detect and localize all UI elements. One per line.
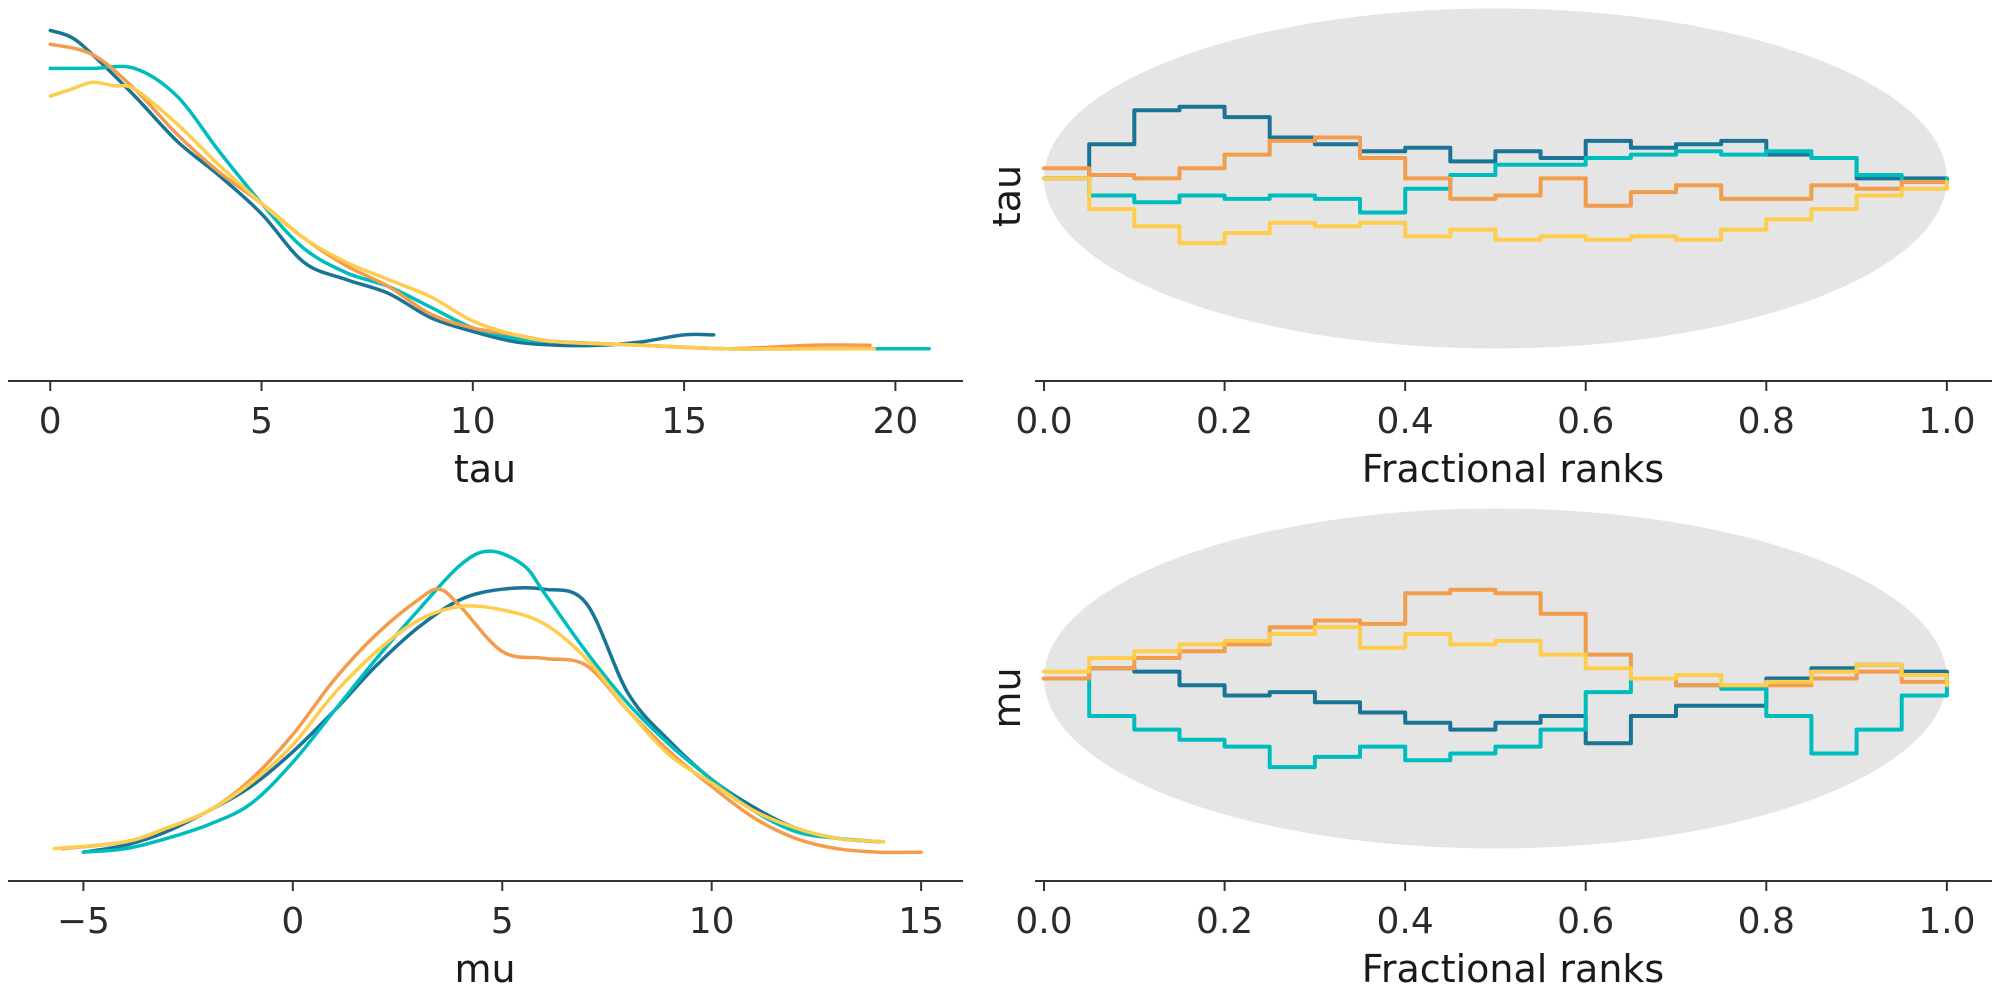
rank-tau-series [1042, 104, 1949, 246]
rank-tau-series-chain-3 [1042, 176, 1949, 246]
kde-tau-tick-label: 0 [39, 401, 62, 442]
kde-mu-tick-label: 5 [491, 901, 514, 942]
rank-mu-tick-label: 1.0 [1918, 901, 1975, 942]
rank-mu-series [1042, 587, 1949, 770]
rank-mu-tick-label: 0.0 [1015, 901, 1072, 942]
kde-mu-tick-label: 15 [898, 901, 944, 942]
rank-tau-series-chain-0 [1042, 104, 1949, 188]
rank-tau-tick-label: 1.0 [1918, 401, 1975, 442]
rank-mu-tick-label: 0.2 [1196, 901, 1253, 942]
rank-tau-tick-label: 0.8 [1738, 401, 1795, 442]
kde-tau-series-chain-0 [48, 28, 716, 348]
rank-tau-tick-label: 0.2 [1196, 401, 1253, 442]
kde-tau-series [48, 28, 931, 351]
panel-rank-tau: 0.0 0.2 0.4 0.6 0.8 1.0 Fractional ranks tau [985, 8, 1992, 491]
rank-tau-xlabel: Fractional ranks [1362, 447, 1664, 491]
kde-tau-tick-label: 10 [450, 401, 496, 442]
kde-tau-tick-label: 20 [872, 401, 918, 442]
rank-mu-series-chain-1 [1042, 676, 1949, 770]
rank-mu-xlabel: Fractional ranks [1362, 947, 1664, 991]
kde-mu-ticks: −5 0 5 10 15 [57, 881, 944, 942]
kde-tau-ticks: 0 5 10 15 20 [39, 381, 918, 442]
kde-mu-series [52, 549, 923, 855]
kde-mu-series-chain-1 [81, 549, 886, 854]
kde-mu-tick-label: 10 [689, 901, 735, 942]
rank-mu-series-chain-3 [1042, 625, 1949, 688]
kde-mu-tick-label: −5 [57, 901, 110, 942]
panel-kde-tau: 0 5 10 15 20 tau [8, 28, 963, 491]
rank-tau-envelope [1044, 8, 1947, 349]
rank-mu-tick-label: 0.4 [1377, 901, 1434, 942]
panel-kde-mu: −5 0 5 10 15 mu [8, 549, 963, 991]
rank-mu-tick-label: 0.6 [1557, 901, 1614, 942]
rank-tau-series-chain-1 [1042, 149, 1949, 215]
rank-tau-ticks: 0.0 0.2 0.4 0.6 0.8 1.0 [1015, 381, 1975, 442]
panel-rank-mu: 0.0 0.2 0.4 0.6 0.8 1.0 Fractional ranks mu [985, 508, 1992, 991]
rank-tau-tick-label: 0.4 [1377, 401, 1434, 442]
kde-tau-tick-label: 15 [661, 401, 707, 442]
kde-tau-series-chain-2 [48, 42, 872, 351]
rank-mu-ticks: 0.0 0.2 0.4 0.6 0.8 1.0 [1015, 881, 1975, 942]
kde-mu-series-chain-2 [60, 587, 923, 855]
rank-tau-tick-label: 0.0 [1015, 401, 1072, 442]
kde-mu-xlabel: mu [454, 947, 515, 991]
rank-mu-tick-label: 0.8 [1738, 901, 1795, 942]
rank-tau-series-chain-2 [1042, 135, 1949, 208]
kde-tau-series-chain-1 [48, 64, 931, 351]
kde-tau-xlabel: tau [454, 447, 516, 491]
kde-mu-tick-label: 0 [281, 901, 304, 942]
rank-mu-ylabel: mu [985, 667, 1029, 728]
kde-tau-tick-label: 5 [250, 401, 273, 442]
kde-mu-series-chain-3 [52, 604, 886, 851]
rank-tau-ylabel: tau [985, 165, 1029, 227]
kde-tau-series-chain-3 [48, 80, 877, 351]
rank-tau-tick-label: 0.6 [1557, 401, 1614, 442]
